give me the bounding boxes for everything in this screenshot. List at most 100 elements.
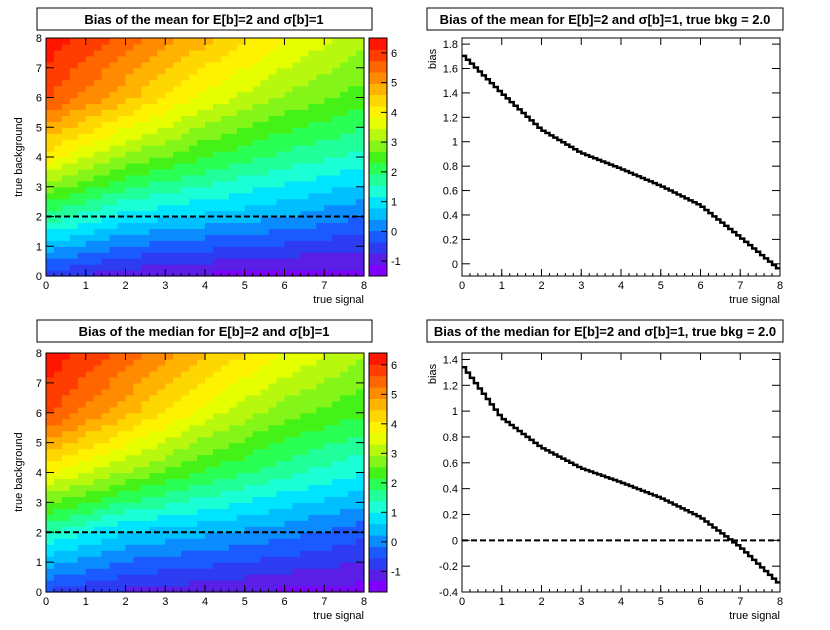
heatmap-cell bbox=[292, 382, 301, 390]
heatmap-cell bbox=[244, 145, 254, 152]
heatmap-cell bbox=[189, 186, 198, 194]
heatmap-cell bbox=[284, 222, 294, 229]
heatmap-cell bbox=[300, 228, 309, 235]
plot-frame bbox=[461, 37, 781, 277]
heatmap-cell bbox=[53, 388, 63, 396]
heatmap-cell bbox=[77, 216, 87, 224]
heatmap-cell bbox=[292, 67, 301, 75]
heatmap-cell bbox=[292, 216, 301, 224]
heatmap-cell bbox=[93, 418, 103, 426]
heatmap-cell bbox=[61, 532, 71, 539]
heatmap-cell bbox=[101, 370, 111, 378]
heatmap-cell bbox=[165, 514, 174, 521]
heatmap-cell bbox=[236, 85, 246, 93]
heatmap-cell bbox=[292, 85, 301, 93]
heatmap-cell bbox=[212, 79, 222, 87]
heatmap-cell bbox=[125, 133, 135, 140]
heatmap-cell bbox=[348, 180, 357, 188]
heatmap-cell bbox=[356, 580, 365, 587]
heatmap-cell bbox=[308, 151, 317, 158]
heatmap-cell bbox=[212, 412, 222, 420]
heatmap-cell bbox=[197, 496, 206, 503]
heatmap-cell bbox=[189, 79, 198, 87]
heatmap-cell bbox=[268, 430, 278, 438]
heatmap-cell bbox=[69, 139, 79, 146]
heatmap-cell bbox=[46, 544, 55, 551]
heatmap-cell bbox=[149, 406, 158, 414]
heatmap-cell bbox=[85, 370, 95, 378]
heatmap-cell bbox=[292, 210, 301, 218]
heatmap-cell bbox=[276, 222, 286, 229]
heatmap-cell bbox=[101, 556, 111, 563]
heatmap-cell bbox=[85, 508, 95, 515]
heatmap-cell bbox=[316, 91, 325, 99]
heatmap-cell bbox=[181, 192, 190, 200]
heatmap-cell bbox=[181, 502, 190, 509]
heatmap-cell bbox=[109, 406, 119, 414]
heatmap-cell bbox=[205, 436, 214, 444]
heatmap-cell bbox=[181, 103, 190, 110]
heatmap-cell bbox=[212, 466, 222, 474]
heatmap-cell bbox=[101, 115, 111, 122]
heatmap-cell bbox=[197, 436, 206, 444]
heatmap-cell bbox=[220, 222, 230, 229]
color-scale-segment bbox=[369, 364, 387, 377]
heatmap-cell bbox=[316, 168, 325, 176]
heatmap-cell bbox=[197, 127, 206, 134]
heatmap-cell bbox=[316, 258, 325, 265]
heatmap-cell bbox=[300, 216, 309, 224]
heatmap-cell bbox=[316, 151, 325, 158]
heatmap-cell bbox=[53, 574, 63, 581]
heatmap-cell bbox=[284, 586, 294, 593]
heatmap-cell bbox=[260, 502, 270, 509]
heatmap-cell bbox=[276, 544, 286, 551]
heatmap-cell bbox=[189, 49, 198, 57]
heatmap-cell bbox=[308, 85, 317, 93]
heatmap-cell bbox=[284, 139, 294, 146]
x-tick-label: 6 bbox=[281, 280, 287, 292]
heatmap-cell bbox=[77, 526, 87, 533]
heatmap-cell bbox=[260, 376, 270, 384]
heatmap-cell bbox=[316, 145, 325, 152]
heatmap-cell bbox=[356, 478, 365, 486]
heatmap-cell bbox=[173, 38, 182, 45]
heatmap-cell bbox=[133, 568, 142, 575]
heatmap-cell bbox=[236, 252, 246, 259]
heatmap-cell bbox=[220, 490, 230, 497]
heatmap-cell bbox=[220, 472, 230, 480]
heatmap-cell bbox=[93, 406, 103, 414]
heatmap-cell bbox=[85, 246, 95, 253]
heatmap-cell bbox=[244, 38, 254, 45]
heatmap-cell bbox=[149, 55, 158, 63]
heatmap-cell bbox=[260, 484, 270, 492]
heatmap-cell bbox=[117, 216, 127, 224]
heatmap-cell bbox=[308, 370, 317, 378]
heatmap-cell bbox=[69, 49, 79, 57]
heatmap-cell bbox=[93, 490, 103, 497]
heatmap-cell bbox=[85, 133, 95, 140]
heatmap-cell bbox=[228, 157, 238, 164]
heatmap-cell bbox=[212, 370, 222, 378]
heatmap-cell bbox=[300, 424, 309, 432]
heatmap-cell bbox=[181, 139, 190, 146]
color-scale-label: 4 bbox=[391, 107, 397, 119]
heatmap-cell bbox=[348, 538, 357, 545]
heatmap-cell bbox=[220, 580, 230, 587]
heatmap-cell bbox=[284, 418, 294, 426]
heatmap-cell bbox=[189, 162, 198, 170]
heatmap-cell bbox=[93, 192, 103, 200]
heatmap-cell bbox=[292, 478, 301, 486]
heatmap-cell bbox=[348, 79, 357, 87]
heatmap-cell bbox=[85, 436, 95, 444]
heatmap-cell bbox=[324, 61, 333, 69]
heatmap-cell bbox=[93, 240, 103, 247]
heatmap-cell bbox=[276, 496, 286, 503]
heatmap-cell bbox=[220, 210, 230, 218]
heatmap-cell bbox=[125, 127, 135, 134]
heatmap-cell bbox=[284, 73, 294, 81]
heatmap-cell bbox=[268, 192, 278, 200]
heatmap-cell bbox=[117, 544, 127, 551]
heatmap-cell bbox=[181, 49, 190, 57]
heatmap-cell bbox=[173, 157, 182, 164]
heatmap-cell bbox=[228, 246, 238, 253]
